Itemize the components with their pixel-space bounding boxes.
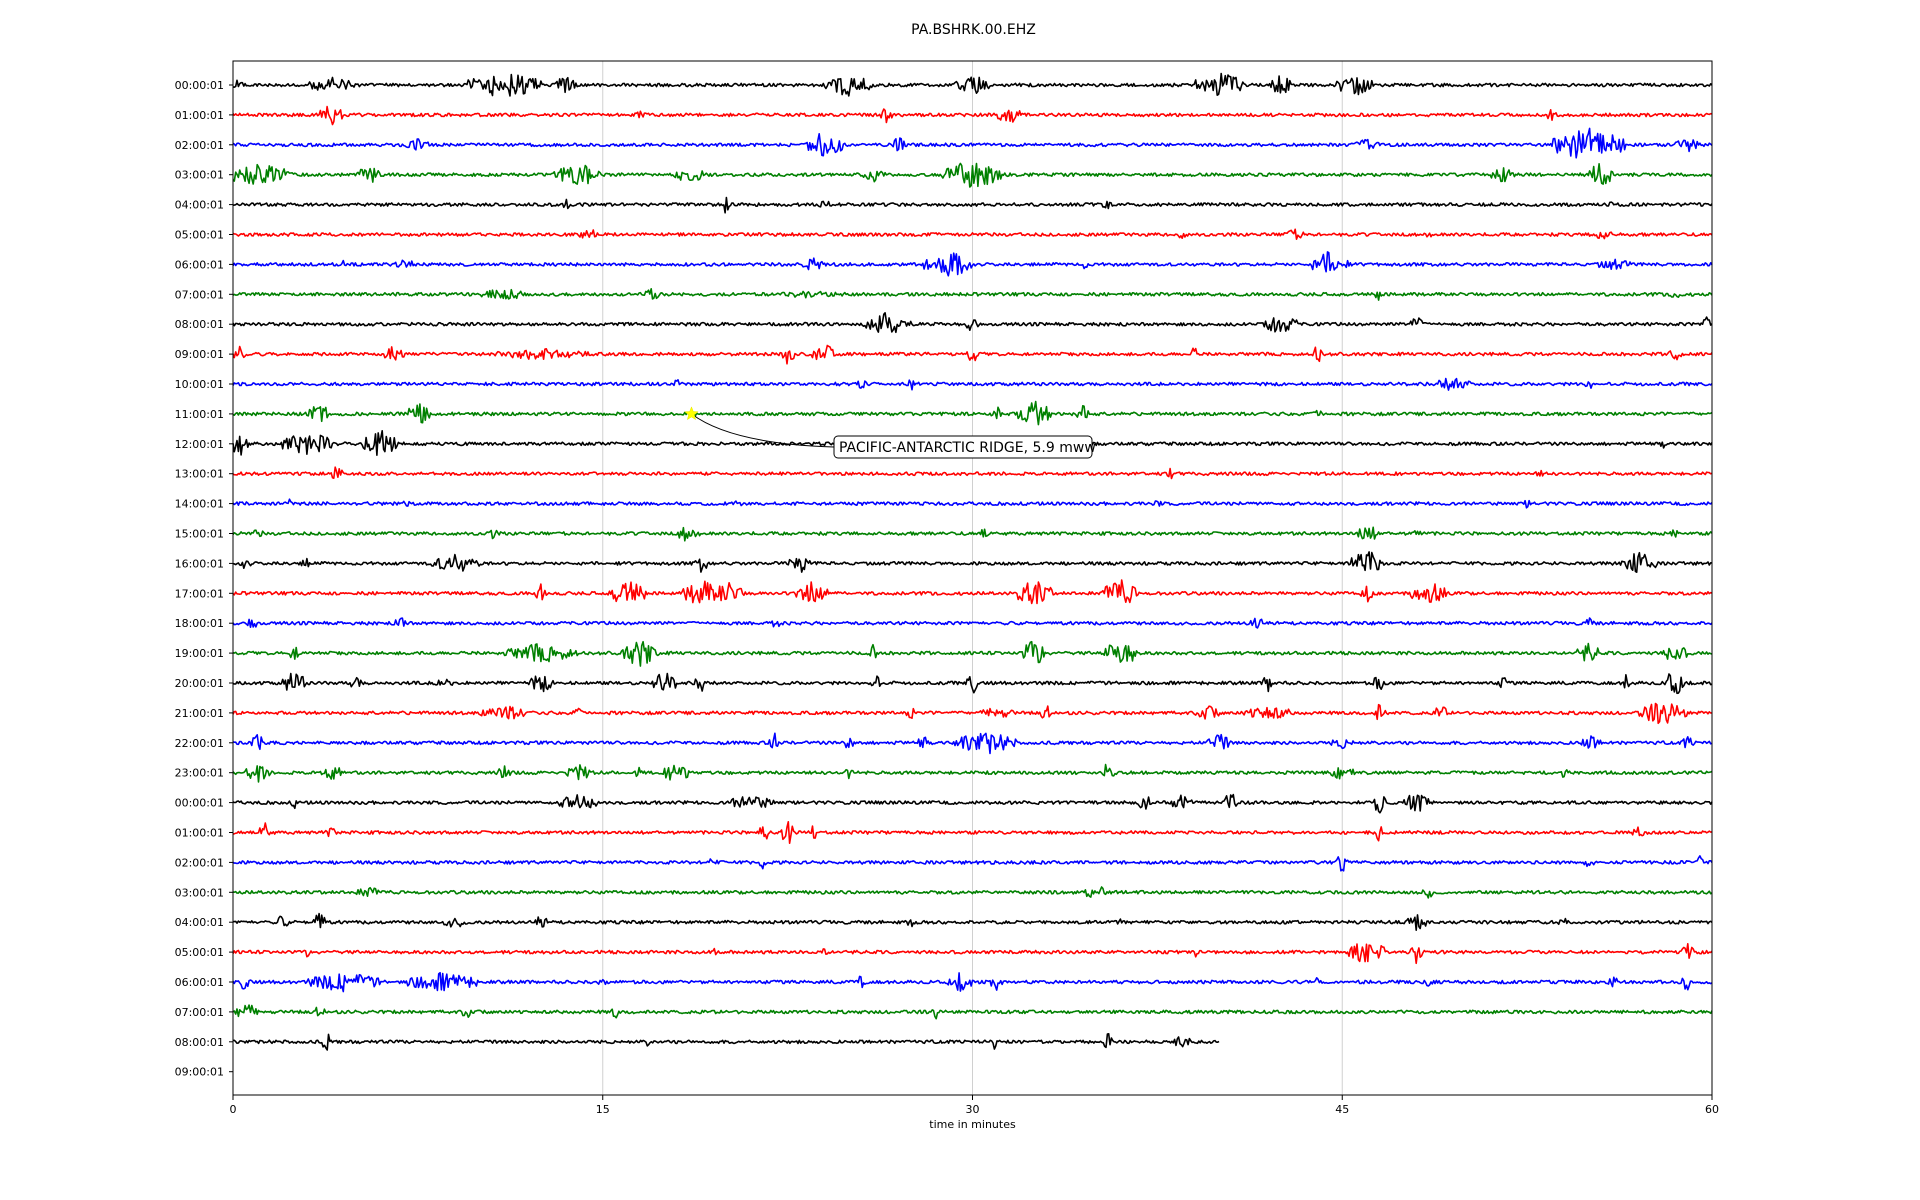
annotation-box	[833, 435, 1093, 459]
grid-lines	[602, 61, 1343, 1095]
annotation-arrow	[691, 413, 835, 448]
annotation-text: PACIFIC-ANTARCTIC RIDGE, 5.9 mww	[839, 440, 1096, 456]
trace-row-21	[232, 702, 1713, 725]
y-tick-label: 08:00:01	[175, 318, 224, 331]
y-tick-label: 08:00:01	[175, 1036, 224, 1049]
trace-row-15	[232, 526, 1713, 542]
trace-row-5	[232, 228, 1713, 240]
y-tick-label: 03:00:01	[175, 886, 224, 899]
y-tick-label: 09:00:01	[175, 1066, 224, 1079]
y-tick-label: 14:00:01	[175, 498, 224, 511]
trace-row-20	[232, 672, 1713, 695]
x-tick-label: 15	[596, 1103, 610, 1116]
y-tick-label: 23:00:01	[175, 767, 224, 780]
y-tick-labels: 00:00:01 01:00:01 02:00:01 03:00:01 04:00:01…	[175, 79, 233, 1079]
y-tick-label: 16:00:01	[175, 557, 224, 570]
y-tick-label: 01:00:01	[175, 827, 224, 840]
trace-row-26	[232, 855, 1713, 872]
x-tick-label: 60	[1705, 1103, 1719, 1116]
trace-row-9	[232, 344, 1713, 365]
y-tick-label: 00:00:01	[175, 79, 224, 92]
trace-row-30	[232, 971, 1713, 993]
x-axis-label: time in minutes	[929, 1118, 1016, 1131]
trace-row-13	[232, 466, 1713, 480]
trace-row-7	[232, 288, 1713, 301]
y-tick-label: 05:00:01	[175, 946, 224, 959]
x-tick-label: 30	[966, 1103, 980, 1116]
y-tick-label: 15:00:01	[175, 528, 224, 541]
y-tick-label: 06:00:01	[175, 976, 224, 989]
trace-row-3	[232, 162, 1713, 188]
trace-row-22	[232, 732, 1713, 755]
x-tick-label: 45	[1335, 1103, 1349, 1116]
event-annotation: PACIFIC-ANTARCTIC RIDGE, 5.9 mww	[684, 406, 1096, 459]
y-tick-label: 17:00:01	[175, 587, 224, 600]
y-tick-label: 07:00:01	[175, 1006, 224, 1019]
trace-row-14	[232, 498, 1713, 509]
y-tick-label: 09:00:01	[175, 348, 224, 361]
y-tick-label: 19:00:01	[175, 647, 224, 660]
trace-row-1	[232, 105, 1713, 126]
y-tick-label: 18:00:01	[175, 617, 224, 630]
plot-frame	[232, 60, 1713, 1096]
trace-row-24	[232, 793, 1713, 814]
x-ticks: 0 15 30 45 60	[230, 1095, 1719, 1116]
y-tick-label: 11:00:01	[175, 408, 224, 421]
trace-row-4	[232, 196, 1713, 214]
trace-row-18	[232, 617, 1713, 629]
y-tick-label: 04:00:01	[175, 199, 224, 212]
trace-row-8	[232, 312, 1713, 334]
y-tick-label: 00:00:01	[175, 797, 224, 810]
event-star-marker	[684, 406, 699, 421]
y-tick-label: 01:00:01	[175, 109, 224, 122]
trace-row-31	[232, 1004, 1713, 1020]
trace-row-32	[232, 1033, 1220, 1051]
trace-row-10	[232, 377, 1713, 391]
chart-title: PA.BSHRK.00.EHZ	[911, 22, 1036, 38]
trace-row-16	[232, 551, 1713, 573]
trace-row-0	[232, 72, 1713, 97]
y-tick-label: 04:00:01	[175, 916, 224, 929]
trace-row-19	[232, 640, 1713, 667]
trace-row-25	[232, 821, 1713, 844]
y-tick-label: 03:00:01	[175, 169, 224, 182]
trace-row-11	[232, 400, 1713, 426]
trace-row-6	[232, 251, 1713, 277]
y-tick-label: 12:00:01	[175, 438, 224, 451]
trace-row-17	[232, 579, 1713, 605]
y-tick-label: 22:00:01	[175, 737, 224, 750]
trace-row-2	[232, 127, 1713, 159]
trace-row-23	[232, 763, 1713, 783]
trace-row-29	[232, 943, 1713, 965]
y-tick-label: 20:00:01	[175, 677, 224, 690]
y-tick-label: 13:00:01	[175, 468, 224, 481]
y-tick-label: 06:00:01	[175, 258, 224, 271]
y-tick-label: 05:00:01	[175, 229, 224, 242]
y-tick-label: 07:00:01	[175, 288, 224, 301]
x-tick-label: 0	[230, 1103, 237, 1116]
y-tick-label: 02:00:01	[175, 139, 224, 152]
y-tick-label: 21:00:01	[175, 707, 224, 720]
trace-row-28	[232, 912, 1713, 931]
trace-lines	[232, 72, 1713, 1051]
trace-row-27	[232, 886, 1713, 899]
y-tick-label: 02:00:01	[175, 856, 224, 869]
y-tick-label: 10:00:01	[175, 378, 224, 391]
